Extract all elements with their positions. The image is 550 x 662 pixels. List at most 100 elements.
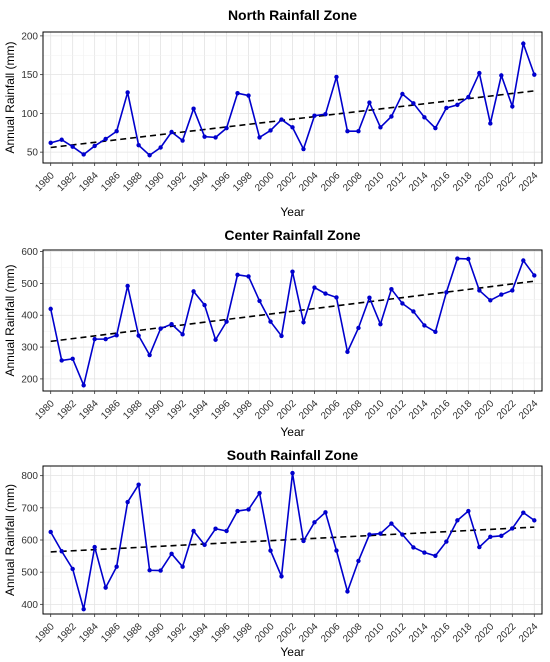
data-point [136,482,141,487]
x-tick-label: 1990 [143,170,167,194]
data-point [488,298,493,303]
data-point [367,295,372,300]
x-tick-label: 1986 [99,621,123,645]
y-tick-label: 50 [27,148,39,159]
data-point [378,125,383,130]
x-tick-label: 1988 [121,621,145,645]
x-tick-label: 1980 [33,170,57,194]
data-point [400,301,405,306]
y-tick-label: 100 [21,109,38,120]
data-point [213,526,218,531]
x-tick-label: 1980 [33,398,57,422]
data-point [103,136,108,142]
x-tick-label: 2018 [451,398,475,422]
data-point [499,533,504,539]
y-axis-label: Annual Rainfall (mm) [3,264,17,376]
x-tick-label: 1992 [165,170,189,194]
data-point [323,111,328,117]
x-tick-label: 1988 [121,170,145,194]
x-tick-label: 2012 [385,621,409,645]
x-tick-label: 1990 [143,398,167,422]
x-tick-label: 2010 [363,398,387,422]
data-point [312,113,317,118]
x-tick-label: 2000 [253,621,277,645]
chart-panel-1: 5010015020019801982198419861988199019921… [3,7,543,219]
data-point [521,41,526,46]
data-point [367,100,372,105]
x-tick-label: 2014 [407,621,431,645]
data-point [466,94,471,100]
data-point [279,117,284,122]
x-tick-label: 1998 [231,621,255,645]
data-point [444,539,449,544]
data-point [510,288,515,293]
x-tick-label: 2022 [495,398,519,422]
x-tick-label: 1994 [187,621,211,645]
data-point [444,105,449,111]
data-point [147,153,152,158]
x-tick-label: 2024 [517,398,541,422]
data-point [532,72,537,77]
x-tick-label: 2014 [407,170,431,194]
data-point [213,135,218,140]
data-point [466,508,471,514]
data-point [147,352,152,358]
x-tick-label: 2022 [495,621,519,645]
x-axis-label: Year [280,645,304,659]
x-tick-label: 2018 [451,170,475,194]
y-tick-label: 800 [21,471,38,482]
data-point [532,273,537,278]
data-point [48,529,53,535]
x-tick-label: 2000 [253,398,277,422]
data-point [180,332,185,337]
trend-line [50,90,535,149]
x-tick-label: 1992 [165,398,189,422]
x-tick-label: 2010 [363,170,387,194]
data-point [345,589,350,594]
x-tick-label: 2004 [297,398,321,422]
data-point [345,129,350,134]
data-point [191,289,196,294]
data-point [378,531,383,536]
data-point [356,558,361,564]
x-tick-label: 1982 [55,621,79,645]
x-tick-label: 2006 [319,170,343,194]
data-point [411,545,416,550]
y-tick-label: 600 [21,247,38,258]
data-point [290,470,295,476]
data-point [323,510,328,515]
x-tick-label: 1984 [77,398,101,422]
data-point [92,336,97,342]
data-point [301,538,306,544]
data-point [136,333,141,338]
x-tick-label: 1996 [209,398,233,422]
data-point [334,74,339,80]
x-tick-label: 2008 [341,398,365,422]
data-point [268,548,273,553]
data-point [455,256,460,261]
x-tick-label: 2024 [517,621,541,645]
data-point [455,102,460,108]
data-point [312,520,317,525]
data-point [499,73,504,78]
data-point [246,507,251,512]
x-tick-label: 1998 [231,170,255,194]
data-point [125,283,130,289]
data-point [224,528,229,534]
data-point [378,321,383,327]
data-point [521,258,526,263]
x-tick-label: 2016 [429,398,453,422]
data-point [521,510,526,515]
x-tick-label: 2006 [319,621,343,645]
chart-panel-3: 4005006007008001980198219841986198819901… [3,447,543,659]
data-point [191,528,196,534]
x-tick-label: 2018 [451,621,475,645]
data-point [202,302,207,308]
data-point [92,544,97,550]
data-point [334,295,339,300]
data-point [389,286,394,292]
x-tick-label: 2024 [517,170,541,194]
data-point [433,329,438,334]
y-tick-label: 500 [21,279,38,290]
